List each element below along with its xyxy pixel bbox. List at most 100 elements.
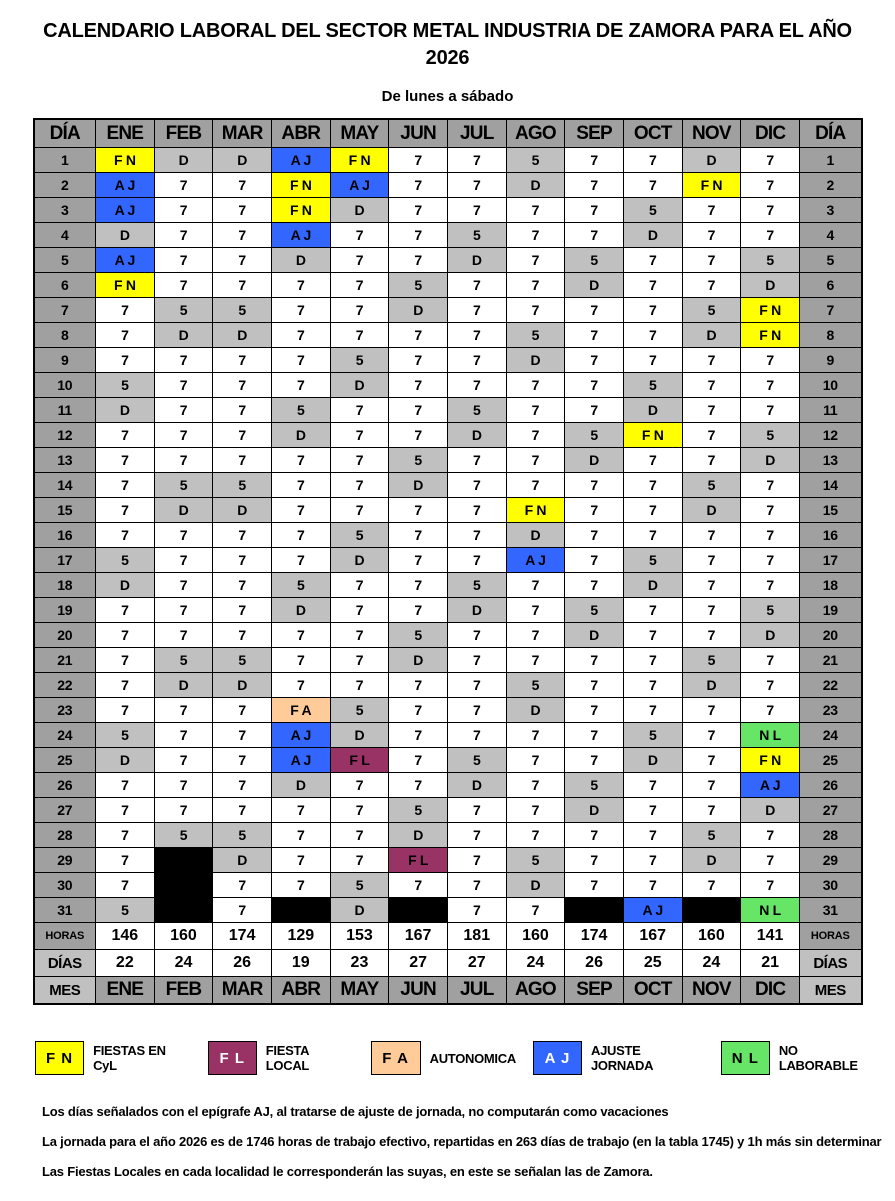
calendar-row-day-22: 22 7 D D 7 7 7 7 5 7 7 D 7 22 (33, 672, 862, 698)
day-number-right: 29 (799, 847, 862, 873)
month-header-sep: SEP (564, 118, 624, 148)
cell-sep-6: D (564, 272, 624, 298)
day-number-left: 8 (33, 322, 96, 348)
cell-may-27: 7 (329, 797, 390, 823)
day-number-left: 12 (33, 422, 96, 448)
mes-footer-nov: NOV (681, 976, 742, 1005)
dias-row: DÍAS 22 24 26 19 23 27 27 24 26 25 24 21 DÍAS (33, 949, 862, 977)
cell-jul-10: 7 (446, 372, 507, 398)
cell-ene-27: 7 (95, 797, 155, 823)
cell-feb-23: 7 (153, 697, 214, 723)
cell-may-9: 5 (329, 347, 390, 373)
cell-dic-3: 7 (740, 197, 800, 223)
cell-mar-21: 5 (212, 647, 272, 673)
cell-nov-31 (681, 897, 742, 923)
cell-jul-6: 7 (446, 272, 507, 298)
cell-oct-23: 7 (622, 697, 683, 723)
cell-ago-20: 7 (505, 622, 566, 648)
cell-abr-7: 7 (270, 297, 331, 323)
cell-jun-26: 7 (388, 772, 448, 798)
cell-mar-31: 7 (212, 897, 272, 923)
calendar-row-day-10: 10 5 7 7 7 D 7 7 7 7 5 7 7 10 (33, 372, 862, 398)
cell-sep-14: 7 (564, 472, 624, 498)
day-number-right: 2 (799, 172, 862, 198)
legend: F N FIESTAS EN CyL F L FIESTA LOCAL F A AUTON… (35, 1041, 895, 1075)
mes-footer-may: MAY (329, 976, 390, 1005)
mes-footer-sep: SEP (564, 976, 624, 1005)
horas-nov: 160 (681, 922, 742, 950)
month-header-oct: OCT (622, 118, 683, 148)
cell-ago-31: 7 (505, 897, 566, 923)
cell-mar-6: 7 (212, 272, 272, 298)
cell-abr-17: 7 (270, 547, 331, 573)
cell-jul-19: D (446, 597, 507, 623)
header-row: DÍA ENE FEB MAR ABR MAY JUN JUL AGO SEP OCT NOV DIC D… (33, 118, 862, 148)
cell-jun-27: 5 (388, 797, 448, 823)
cell-ene-23: 7 (95, 697, 155, 723)
cell-mar-19: 7 (212, 597, 272, 623)
day-number-right: 14 (799, 472, 862, 498)
legend-label-nl: NO LABORABLE (778, 1043, 858, 1073)
cell-mar-26: 7 (212, 772, 272, 798)
cell-nov-21: 5 (681, 647, 742, 673)
day-number-right: 1 (799, 147, 862, 173)
day-number-left: 30 (33, 872, 96, 898)
dias-abr: 19 (270, 949, 331, 977)
dias-feb: 24 (153, 949, 214, 977)
cell-jul-9: 7 (446, 347, 507, 373)
cell-ene-14: 7 (95, 472, 155, 498)
cell-jul-14: 7 (446, 472, 507, 498)
cell-sep-15: 7 (564, 497, 624, 523)
cell-feb-2: 7 (153, 172, 214, 198)
cell-mar-13: 7 (212, 447, 272, 473)
dias-ago: 24 (505, 949, 566, 977)
cell-feb-16: 7 (153, 522, 214, 548)
cell-may-30: 5 (329, 872, 390, 898)
cell-jul-5: D (446, 247, 507, 273)
cell-sep-28: 7 (564, 822, 624, 848)
cell-may-28: 7 (329, 822, 390, 848)
cell-feb-18: 7 (153, 572, 214, 598)
cell-ene-16: 7 (95, 522, 155, 548)
calendar-row-day-29: 29 7 D 7 7 F L 7 5 7 7 D 7 29 (33, 847, 862, 873)
day-number-left: 7 (33, 297, 96, 323)
cell-oct-9: 7 (622, 347, 683, 373)
cell-abr-3: F N (270, 197, 331, 223)
calendar-row-day-26: 26 7 7 7 D 7 7 D 7 5 7 7 A J 26 (33, 772, 862, 798)
month-header-ago: AGO (505, 118, 566, 148)
cell-nov-14: 5 (681, 472, 742, 498)
legend-item-nl: N L NO LABORABLE (720, 1041, 878, 1075)
cell-dic-17: 7 (740, 547, 800, 573)
cell-dic-9: 7 (740, 347, 800, 373)
cell-ago-21: 7 (505, 647, 566, 673)
cell-mar-11: 7 (212, 397, 272, 423)
day-number-right: 26 (799, 772, 862, 798)
day-number-left: 24 (33, 722, 96, 748)
cell-nov-12: 7 (681, 422, 742, 448)
day-number-left: 17 (33, 547, 96, 573)
cell-mar-9: 7 (212, 347, 272, 373)
cell-may-10: D (329, 372, 390, 398)
cell-nov-5: 7 (681, 247, 742, 273)
dias-jun: 27 (388, 949, 448, 977)
cell-may-18: 7 (329, 572, 390, 598)
cell-dic-27: D (740, 797, 800, 823)
cell-jul-15: 7 (446, 497, 507, 523)
cell-may-3: D (329, 197, 390, 223)
cell-nov-15: D (681, 497, 742, 523)
cell-may-25: F L (329, 747, 390, 773)
cell-ene-8: 7 (95, 322, 155, 348)
cell-nov-8: D (681, 322, 742, 348)
mes-footer-ene: ENE (95, 976, 155, 1005)
dias-label-right: DÍAS (799, 949, 862, 977)
cell-ene-30: 7 (95, 872, 155, 898)
cell-may-23: 5 (329, 697, 390, 723)
cell-sep-22: 7 (564, 672, 624, 698)
horas-jun: 167 (388, 922, 448, 950)
cell-feb-30 (153, 872, 214, 898)
cell-dic-13: D (740, 447, 800, 473)
day-number-left: 2 (33, 172, 96, 198)
cell-nov-19: 7 (681, 597, 742, 623)
day-number-left: 16 (33, 522, 96, 548)
